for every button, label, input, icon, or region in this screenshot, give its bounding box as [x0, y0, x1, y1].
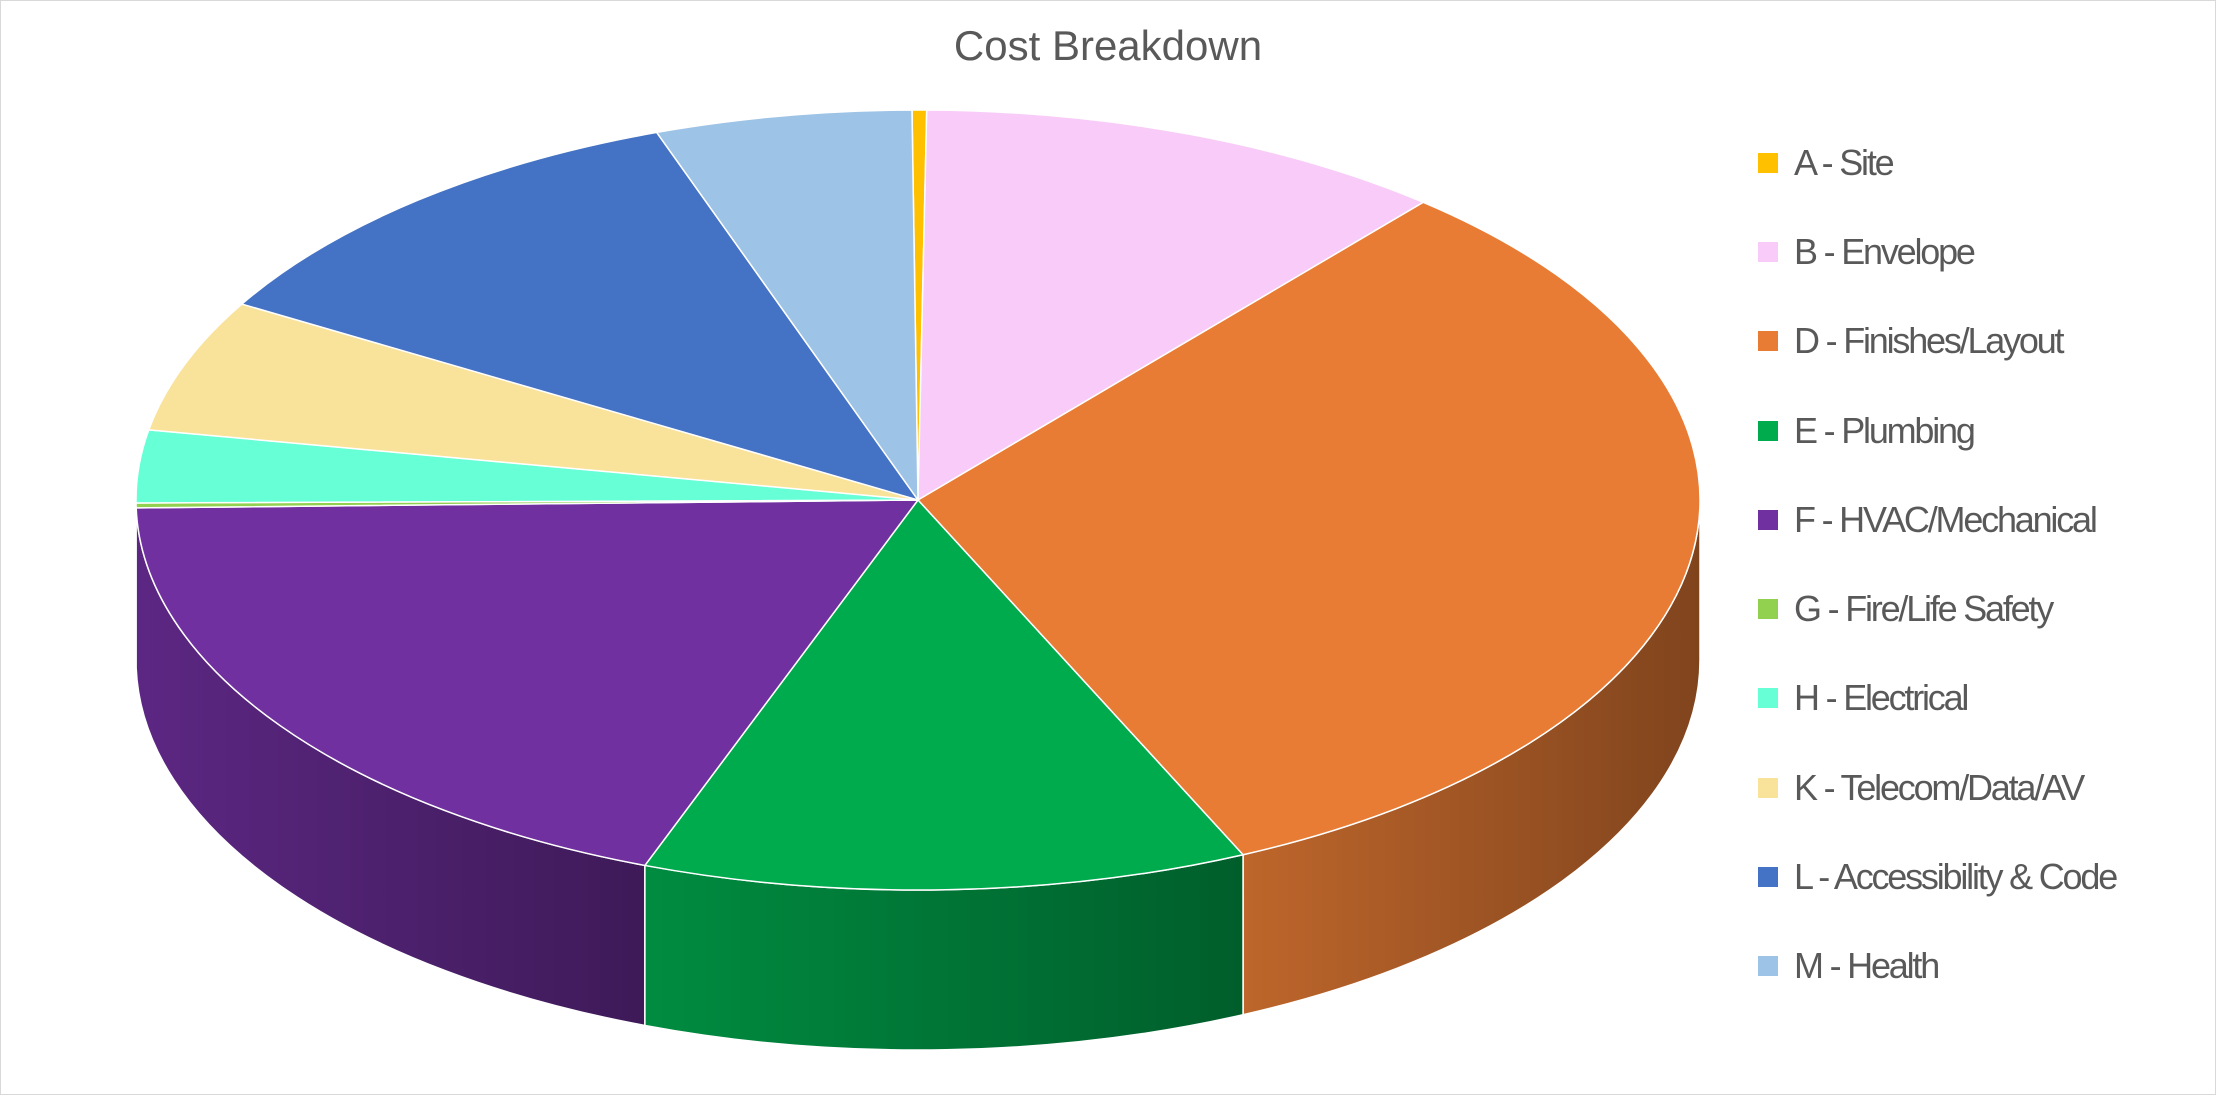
legend-label: F - HVAC/Mechanical: [1794, 498, 2098, 540]
legend-label: K - Telecom/Data/AV: [1794, 766, 2085, 808]
legend-swatch: [1758, 331, 1778, 352]
legend-swatch: [1758, 867, 1778, 888]
legend-swatch: [1758, 688, 1778, 709]
legend-swatch: [1758, 509, 1778, 530]
legend-label: L - Accessibility & Code: [1794, 856, 2118, 898]
legend-label: M - Health: [1794, 945, 1940, 987]
chart-title: Cost Breakdown: [953, 22, 1263, 69]
legend-swatch: [1758, 152, 1778, 173]
legend-item-b-envelope: B - Envelope: [1758, 207, 2208, 296]
legend-label: H - Electrical: [1794, 677, 1969, 719]
legend-label: D - Finishes/Layout: [1794, 320, 2065, 362]
legend-label: G - Fire/Life Safety: [1794, 588, 2054, 630]
legend-item-m-health: M - Health: [1758, 922, 2208, 1011]
legend-item-d-finishes-layout: D - Finishes/Layout: [1758, 297, 2208, 386]
legend-item-l-accessibility-code: L - Accessibility & Code: [1758, 832, 2208, 921]
pie-slice-l-accessibility-code: [241, 131, 919, 501]
pie-slice-e-plumbing: [644, 499, 1244, 891]
legend-label: E - Plumbing: [1794, 409, 1976, 451]
legend-swatch: [1758, 420, 1778, 441]
legend-item-e-plumbing: E - Plumbing: [1758, 386, 2208, 475]
legend-label: A - Site: [1794, 141, 1895, 183]
legend-swatch: [1758, 777, 1778, 798]
legend-swatch: [1758, 599, 1778, 620]
legend-label: B - Envelope: [1794, 230, 1976, 272]
legend-item-k-telecom-data-av: K - Telecom/Data/AV: [1758, 743, 2208, 832]
legend-swatch: [1758, 956, 1778, 977]
pie-slice-b-envelope: [917, 109, 1424, 501]
legend-item-f-hvac-mechanical: F - HVAC/Mechanical: [1758, 475, 2208, 564]
pie-slice-k-telecom-data-av: [147, 303, 919, 501]
pie-slice-m-health: [655, 109, 919, 501]
legend-swatch: [1758, 241, 1778, 262]
legend-item-h-electrical: H - Electrical: [1758, 654, 2208, 743]
legend-item-a-site: A - Site: [1758, 118, 2208, 207]
pie-slice-d-finishes-layout: [917, 201, 1701, 856]
pie-slice-f-hvac-mechanical: [135, 499, 919, 867]
legend: A - Site B - Envelope D - Finishes/Layout E…: [1758, 118, 2208, 1011]
legend-item-g-fire-life-safety: G - Fire/Life Safety: [1758, 564, 2208, 653]
